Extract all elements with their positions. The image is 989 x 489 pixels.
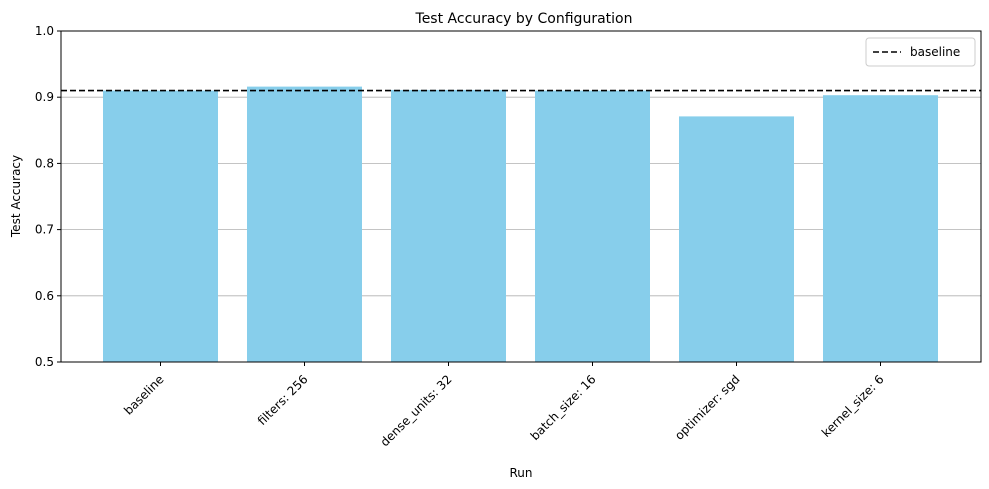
y-tick-layer: 0.5 0.6 0.7 0.8 0.9 1.0 [35,24,61,369]
y-tick-label: 1.0 [35,24,54,38]
y-tick-label: 0.8 [35,156,54,170]
bar [391,89,506,362]
y-tick-label: 0.6 [35,289,54,303]
y-tick-label: 0.9 [35,90,54,104]
legend-label-baseline: baseline [910,45,960,59]
bar [823,95,938,363]
x-axis-title: Run [509,466,532,480]
bar [535,90,650,362]
legend: baseline [865,37,976,67]
y-tick-label: 0.5 [35,355,54,369]
legend-box [865,37,976,67]
y-axis-title: Test Accuracy [9,155,23,238]
bar-layer [103,86,938,363]
bar [679,116,794,362]
y-tick-label: 0.7 [35,223,54,237]
bar [103,90,218,362]
plot-frame [60,30,982,363]
bar [247,86,362,362]
chart-title: Test Accuracy by Configuration [415,11,633,27]
